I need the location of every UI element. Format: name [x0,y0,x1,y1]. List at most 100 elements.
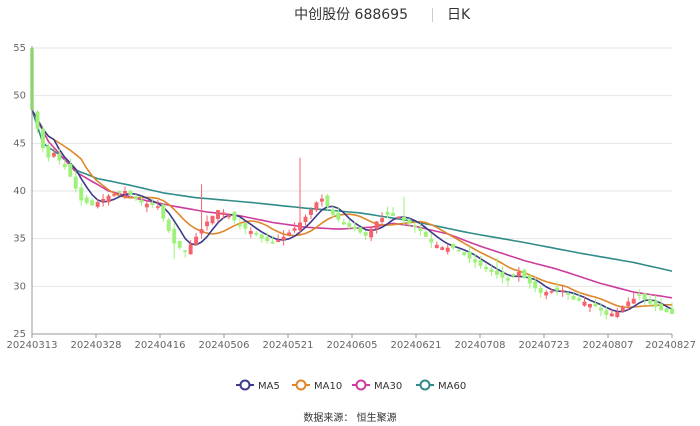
candle-body [205,221,210,227]
candle-body [670,308,674,314]
chart-title-name: 中创股份 688695 [294,7,408,23]
candle-body [494,270,499,275]
candle-body [637,294,642,296]
candle-body [516,272,521,277]
candle-body [303,216,308,223]
candle-body [631,298,636,304]
y-tick-label: 35 [13,234,26,245]
data-source: 数据来源： 恒生聚源 [303,411,396,424]
candle-body [265,237,270,242]
candle-body [456,249,461,252]
legend-label: MA60 [438,381,466,392]
candle-body [648,299,653,304]
y-tick-label: 40 [13,186,26,197]
x-tick-label: 20240313 [7,340,58,351]
x-tick-label: 20240328 [71,340,122,351]
candle-body [216,210,220,220]
candle-body [440,247,445,250]
candle-body [484,266,488,270]
legend-marker [355,379,367,391]
candle-body [254,232,259,235]
candle-body [237,224,242,227]
candle-body [166,219,171,232]
candle-body [538,287,543,294]
legend-marker [295,379,307,391]
candle-body [73,176,78,189]
candle-body [659,303,664,311]
candle-body [412,225,417,228]
candle-body [112,194,117,196]
candle-body [79,187,84,201]
candle-body [626,301,631,306]
candle-body [385,211,390,215]
candle-body [347,223,352,227]
candle-body [522,269,527,278]
x-tick-label: 20240708 [455,340,506,351]
candle-body [566,293,571,295]
candle-body [248,231,253,234]
candle-body [336,212,341,220]
candle-body [374,221,379,230]
candle-body [221,212,226,215]
x-tick-label: 20240605 [327,340,378,351]
candle-body [117,191,122,193]
candle-body [276,240,281,243]
legend-label: MA30 [374,381,402,392]
candle-body [642,293,647,300]
candle-body [620,306,625,312]
x-tick-label: 20240827 [645,340,696,351]
candle-body [133,196,138,199]
legend-item-ma60: MA60 [416,379,466,392]
x-tick-label: 20240506 [199,340,250,351]
candle-body [560,290,565,292]
y-tick-label: 55 [13,43,26,54]
y-tick-label: 25 [13,329,26,340]
candle-body [549,291,554,293]
moving-average-lines [31,109,673,313]
candle-body [62,163,67,168]
candle-body [177,240,182,248]
candle-body [57,153,62,161]
candle-body [51,152,56,157]
candle-body [106,195,111,203]
x-tick-label: 20240807 [583,340,634,351]
candle-body [330,209,335,215]
legend-marker [239,379,251,391]
y-axis-ticks: 25 30 35 40 45 50 55 [13,43,26,340]
candle-body [183,250,188,253]
candle-body [232,211,237,221]
candle-body [396,216,401,219]
candle-body [451,243,456,249]
candle-body [309,209,313,215]
legend-item-ma10: MA10 [292,379,342,392]
x-tick-label: 20240621 [391,340,442,351]
title-separator [432,8,433,22]
candle-body [188,244,193,255]
candle-body [505,278,510,281]
ma5-line [31,109,673,313]
candle-body [325,195,330,207]
candle-body [161,204,166,219]
x-tick-label: 20240416 [135,340,186,351]
legend-label: MA10 [314,381,342,392]
ma60-line [31,109,673,272]
x-tick-label: 20240723 [519,340,570,351]
candle-body [615,312,620,317]
candle-body [434,244,439,248]
candle-body [587,303,592,308]
chart-title: 中创股份 688695 日K [294,7,471,23]
candle-body [363,232,368,236]
candle-body [150,202,155,205]
candle-body [172,228,177,244]
y-tick-label: 50 [13,91,26,102]
candle-body [155,206,160,208]
candle-body [199,229,204,234]
candle-body [653,300,658,307]
candle-body [445,247,450,252]
candle-body [84,197,89,203]
legend: MA5 MA10 MA30 MA60 [236,379,466,392]
candle-body [555,287,560,291]
candle-body [341,221,346,225]
candle-body [259,234,264,239]
